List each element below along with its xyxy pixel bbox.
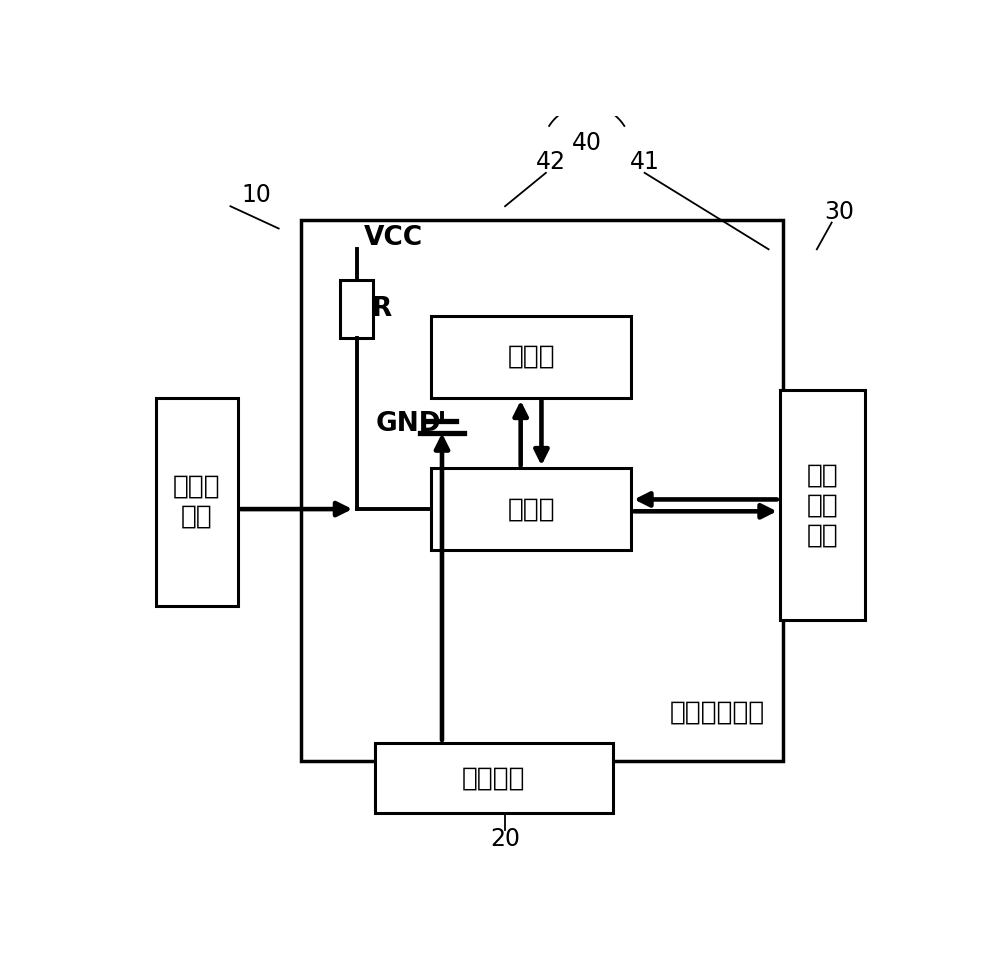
Bar (156, 398, 238, 605)
Text: 连接器
接口: 连接器 接口 (173, 473, 221, 529)
Text: 输入
输出
单元: 输入 输出 单元 (807, 463, 838, 549)
Text: 20: 20 (490, 827, 520, 851)
Text: VCC: VCC (364, 226, 423, 252)
Text: 信号处理单元: 信号处理单元 (670, 700, 765, 726)
Bar (431, 316, 631, 398)
Bar (780, 390, 865, 621)
Bar (301, 220, 783, 762)
Text: R: R (372, 296, 392, 322)
Text: 40: 40 (572, 131, 602, 155)
Text: GND: GND (375, 411, 441, 437)
Text: 线缆接口: 线缆接口 (462, 765, 526, 791)
Bar (340, 281, 373, 338)
Text: 处理器: 处理器 (507, 496, 555, 522)
Text: 42: 42 (536, 149, 566, 174)
Text: 存储器: 存储器 (507, 344, 555, 370)
Text: 30: 30 (824, 201, 854, 225)
Text: 41: 41 (630, 149, 660, 174)
Text: 10: 10 (241, 183, 271, 207)
Bar (431, 469, 631, 549)
Bar (375, 743, 613, 814)
